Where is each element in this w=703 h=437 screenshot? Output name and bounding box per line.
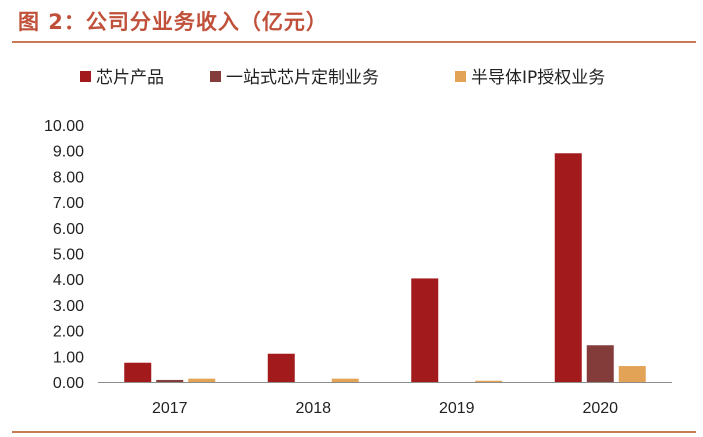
y-tick-label: 3.00 — [53, 298, 84, 315]
bar — [267, 353, 295, 382]
chart-legend: 芯片产品 一站式芯片定制业务 半导体IP授权业务 — [80, 68, 605, 88]
legend-label: 一站式芯片定制业务 — [226, 68, 379, 88]
bar — [411, 278, 439, 382]
bar — [156, 379, 184, 382]
bottom-divider — [12, 431, 696, 433]
y-tick-label: 1.00 — [53, 349, 84, 366]
legend-swatch — [210, 71, 221, 82]
bar — [188, 378, 216, 382]
bar — [331, 378, 359, 382]
y-tick-label: 7.00 — [53, 195, 84, 212]
y-tick-label: 10.00 — [44, 118, 84, 135]
y-tick-label: 4.00 — [53, 272, 84, 289]
bars — [124, 153, 646, 382]
bar — [586, 345, 614, 382]
legend-label: 半导体IP授权业务 — [471, 68, 605, 88]
bar — [475, 380, 503, 382]
y-tick-label: 0.00 — [53, 375, 84, 392]
y-tick-label: 6.00 — [53, 221, 84, 238]
x-axis: 2017 2018 2019 2020 — [98, 382, 672, 417]
x-tick-label: 2019 — [439, 400, 475, 417]
bar — [554, 153, 582, 382]
x-tick-label: 2018 — [295, 400, 331, 417]
x-tick-label: 2017 — [152, 400, 188, 417]
bar — [618, 366, 646, 382]
legend-swatch — [80, 71, 91, 82]
y-axis: 0.00 1.00 2.00 3.00 4.00 5.00 6.00 7.00 8.00 9.00… — [44, 118, 84, 392]
bar — [124, 362, 152, 382]
y-tick-label: 9.00 — [53, 144, 84, 161]
legend-label: 芯片产品 — [96, 68, 164, 88]
x-tick-label: 2020 — [582, 400, 618, 417]
legend-swatch — [455, 71, 466, 82]
y-tick-label: 5.00 — [53, 247, 84, 264]
y-tick-label: 2.00 — [53, 324, 84, 341]
title-divider — [12, 41, 696, 43]
y-tick-label: 8.00 — [53, 169, 84, 186]
page-title: 图 2：公司分业务收入（亿元） — [18, 10, 328, 34]
